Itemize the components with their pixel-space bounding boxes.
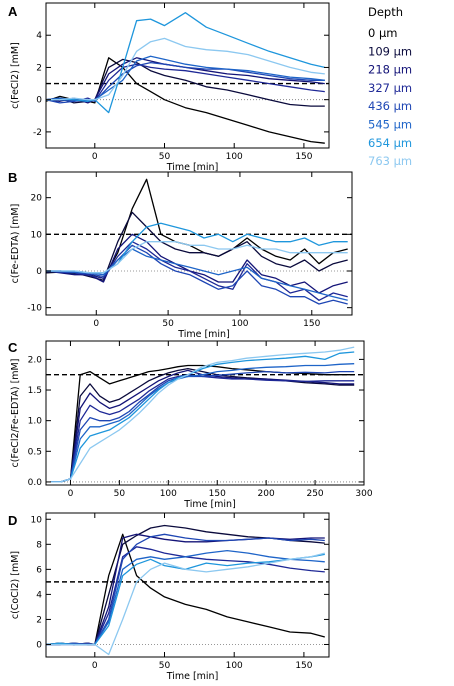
y-tick-label: 10 [31,515,43,525]
plot-frame [45,340,365,486]
y-axis-label: c(FeCl2/Fe-EDTA) [mM] [10,359,21,468]
legend-entry: 763 µm [368,154,412,168]
series-line-7 [46,552,325,656]
y-tick-label: 2 [36,63,42,73]
series-line-2 [45,57,325,104]
y-tick-label: 10 [31,230,43,240]
x-axis-label: Time [min] [183,499,236,510]
series-line-7 [46,241,348,274]
x-tick-label: 150 [303,319,320,329]
legend-entry: 109 µm [368,44,412,58]
y-tick-label: 8 [36,540,42,550]
x-axis-label: Time [min] [166,671,219,682]
panel-c: C 0 50 100 150 200 250 300 0.0 0.5 1.0 1.5 2.0 Time [… [8,340,373,510]
series-line-5 [46,248,348,301]
y-tick-label: 0.0 [28,478,43,488]
series-line-6 [50,351,355,483]
x-tick-label: 150 [295,152,312,162]
x-tick-label: 50 [162,319,174,329]
series-line-6 [45,553,325,646]
series-line-3 [46,241,348,301]
y-tick-label: 4 [36,590,42,600]
panel-d: D 0 50 100 150 0 2 4 6 8 10 Time [min] c(CoCl2) [mM] [8,512,330,682]
y-tick-label: -2 [33,128,42,138]
series-line-3 [46,63,325,102]
series-line-4 [50,370,355,483]
series-line-7 [46,37,325,101]
y-tick-label: 20 [31,194,43,204]
x-tick-label: 50 [114,489,126,499]
plot-frame [45,171,353,316]
series-line-1 [50,367,355,483]
x-tick-label: 100 [231,319,248,329]
y-axis-label: c(Fe-EDTA) [mM] [10,204,21,284]
x-tick-label: 100 [226,152,243,162]
plot-frame [45,512,330,658]
y-tick-label: 2.0 [28,355,43,365]
series-line-7 [50,346,355,483]
x-tick-label: 0 [68,489,74,499]
legend-entry: 436 µm [368,99,412,113]
panel-label: C [8,340,18,355]
y-tick-label: 0 [36,267,42,277]
legend-entry: 218 µm [368,63,412,77]
y-axis-label: c(CoCl2) [mM] [10,551,21,619]
legend-entry: 654 µm [368,136,412,150]
y-tick-label: 1.0 [28,417,43,427]
x-axis-label: Time [min] [166,162,219,173]
series-line-5 [45,55,325,102]
legend-entry: 0 µm [368,26,398,40]
series-line-4 [46,533,325,646]
x-axis-label: Time [min] [177,329,230,340]
x-tick-label: 250 [306,489,323,499]
panel-a: A 0 50 100 150 -2 0 2 4 Time [min] c(FeCl2) [mM] [8,2,330,173]
x-tick-label: 200 [258,489,275,499]
x-tick-label: 50 [159,661,171,671]
y-tick-label: 6 [36,565,42,575]
y-tick-label: 4 [36,31,42,41]
series-line-2 [45,233,348,294]
series-line-0 [45,533,325,646]
panel-b: B 0 50 100 150 -10 0 10 20 Time [min] c(Fe-EDTA) [… [8,170,353,340]
series-line-4 [45,61,325,104]
y-tick-label: 0.5 [28,447,42,457]
x-tick-label: 300 [355,489,372,499]
series-line-1 [45,211,348,281]
x-tick-label: 100 [160,489,177,499]
legend: Depth 0 µm 109 µm 218 µm 327 µm 436 µm 545 µm 6… [368,5,412,168]
y-axis-label: c(FeCl2) [mM] [10,42,21,109]
series-line-3 [50,374,355,483]
y-tick-label: 0 [36,640,42,650]
x-tick-label: 0 [92,152,98,162]
series-line-6 [46,12,325,114]
y-tick-label: 0 [36,96,42,106]
series-line-3 [46,546,325,646]
x-tick-label: 0 [92,661,98,671]
series-line-1 [46,524,325,646]
series-line-6 [46,222,348,274]
x-tick-label: 50 [159,152,171,162]
y-tick-label: 1.5 [28,386,42,396]
panel-label: D [8,513,17,528]
plot-frame [45,2,330,149]
series-line-2 [45,533,325,646]
x-tick-label: 100 [226,661,243,671]
x-tick-label: 0 [93,319,99,329]
panel-label: A [8,4,18,19]
panel-label: B [8,170,17,185]
x-tick-label: 150 [209,489,226,499]
y-tick-label: 2 [36,615,42,625]
legend-entry: 545 µm [368,118,412,132]
y-tick-label: -10 [27,304,42,314]
series-line-4 [45,244,348,305]
series-line-0 [45,178,348,279]
legend-title: Depth [368,5,403,19]
legend-entry: 327 µm [368,81,412,95]
x-tick-label: 150 [295,661,312,671]
